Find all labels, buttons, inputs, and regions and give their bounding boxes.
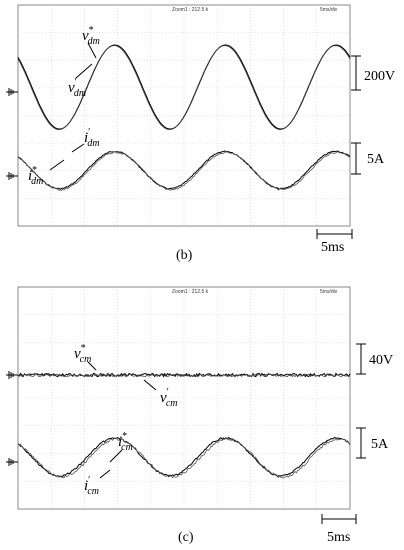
trace-i-dm-ref <box>17 150 351 190</box>
scale-label-40v: 40V <box>369 353 393 368</box>
label-v-cm-prime: v′ cm <box>160 387 178 409</box>
pointer-i-cm-star <box>109 449 123 463</box>
scale-bar-voltage-b <box>351 55 361 91</box>
time-scale-bar-b <box>316 229 353 239</box>
pointer-v-cm-star <box>87 361 97 371</box>
panel-c-grid <box>18 287 350 509</box>
caption-c: (c) <box>178 530 194 545</box>
pointer-i-dm-star <box>49 159 65 171</box>
label-v-dm-star: v* dm <box>82 25 100 47</box>
ground-marker-icon <box>6 371 18 379</box>
label-i-cm-star: i* cm <box>118 431 133 453</box>
panel-c-timebase-readout: 5ms/div <box>320 289 338 295</box>
time-scale-label-c: 5ms <box>327 530 350 545</box>
trace-v-cm-meas <box>17 373 351 378</box>
label-v-dm-prime: v′ dm <box>68 77 86 99</box>
label-v-cm-star: v* cm <box>74 343 91 365</box>
trace-i-cm-ref <box>17 436 351 478</box>
pointer-v-cm-prime <box>143 379 157 391</box>
time-scale-bar-c <box>321 514 357 524</box>
pointer-i-cm-prime <box>99 469 111 479</box>
trace-i-dm-meas <box>17 151 351 191</box>
scale-bar-current-b <box>351 142 361 175</box>
panel-c-zoom-readout: Zoom1 : 212.5 k <box>172 289 209 295</box>
caption-b: (b) <box>176 248 193 263</box>
ground-marker-icon <box>6 88 18 96</box>
panel-b: Zoom1 : 212.5 k 5ms/div v* dm v′ dm i′ dm i… <box>6 4 395 263</box>
ground-marker-icon <box>6 458 18 466</box>
label-i-cm-prime: i′ cm <box>84 475 99 497</box>
pointer-v-dm-star <box>87 42 97 59</box>
panel-b-timebase-readout: 5ms/div <box>320 7 338 13</box>
panel-b-zoom-readout: Zoom1 : 212.5 k <box>172 7 209 13</box>
ground-marker-icon <box>6 172 18 180</box>
trace-i-cm-meas <box>17 437 351 479</box>
time-scale-label-b: 5ms <box>321 240 344 255</box>
scale-bar-voltage-c <box>356 343 366 375</box>
trace-v-dm-meas <box>17 45 351 131</box>
pointer-v-dm-prime <box>75 63 93 79</box>
scale-label-200v: 200V <box>364 69 395 84</box>
scale-bar-current-c <box>356 427 366 459</box>
label-i-dm-star: i* dm <box>28 165 43 187</box>
panel-c: Zoom1 : 212.5 k 5ms/div v* cm v′ cm i* cm i… <box>6 286 393 545</box>
label-i-dm-prime: i′ dm <box>84 127 100 149</box>
pointer-i-dm-prime <box>71 143 85 153</box>
scale-label-5a-b: 5A <box>367 152 385 167</box>
scale-label-5a-c: 5A <box>371 437 389 452</box>
